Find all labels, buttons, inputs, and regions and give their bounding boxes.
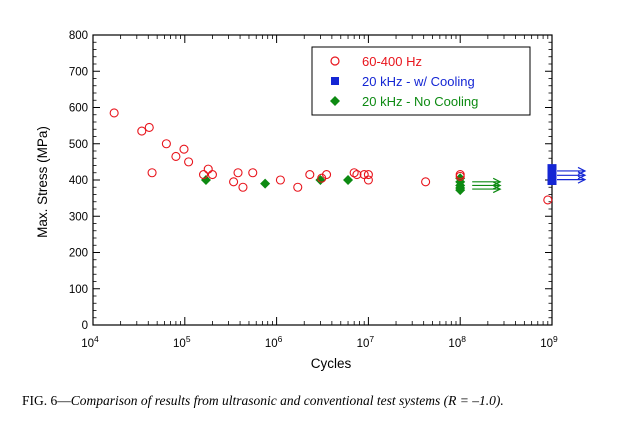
x-tick-label: 109 xyxy=(540,334,558,350)
y-tick-label: 200 xyxy=(69,248,88,260)
x-tick-label: 107 xyxy=(357,334,375,350)
point-60-400hz xyxy=(293,182,303,192)
legend-box xyxy=(311,46,531,116)
x-tick-labels: 104 105 106 107 108 109 xyxy=(81,334,558,350)
y-tick-label: 500 xyxy=(69,139,88,151)
point-60-400hz xyxy=(179,144,189,154)
x-tick-label: 105 xyxy=(173,334,191,350)
point-60-400hz xyxy=(203,164,213,174)
point-60-400hz xyxy=(238,182,248,192)
x-tick-label: 104 xyxy=(81,334,99,350)
caption-text: Comparison of results from ultrasonic an… xyxy=(70,393,504,408)
caption-prefix: FIG. 6— xyxy=(22,393,71,408)
point-60-400hz xyxy=(198,170,209,180)
legend-marker-diamond xyxy=(330,96,340,106)
point-20khz-no-cooling xyxy=(200,175,211,185)
y-tick-label: 400 xyxy=(69,175,88,187)
point-60-400hz xyxy=(229,177,239,187)
point-20khz-no-cooling xyxy=(315,175,326,185)
point-20khz-no-cooling xyxy=(343,175,354,185)
y-tick-label: 600 xyxy=(69,103,88,115)
x-tick-label: 106 xyxy=(265,334,283,350)
point-60-400hz xyxy=(248,168,258,178)
runout-arrow-green-head xyxy=(492,177,502,186)
point-60-400hz xyxy=(305,170,315,180)
x-tick-label: 108 xyxy=(448,334,466,350)
point-60-400hz xyxy=(184,157,194,167)
point-20khz-no-cooling xyxy=(455,185,466,196)
y-tick-label: 0 xyxy=(82,320,88,332)
legend-label-20khz-no-cooling: 20 kHz - No Cooling xyxy=(362,94,478,109)
legend-marker-circle xyxy=(330,56,340,66)
point-60-400hz xyxy=(363,175,373,185)
point-60-400hz xyxy=(144,122,154,132)
runout-arrow-green-head xyxy=(492,181,502,190)
point-20khz-no-cooling xyxy=(260,178,271,189)
point-60-400hz xyxy=(233,168,243,178)
point-60-400hz xyxy=(455,171,465,181)
y-tick-label: 700 xyxy=(69,66,88,78)
legend-marker-square xyxy=(331,77,339,85)
point-60-400hz xyxy=(161,139,171,149)
y-tick-label: 800 xyxy=(69,30,88,42)
legend-label-20khz-cooling: 20 kHz - w/ Cooling xyxy=(362,74,475,89)
data-points xyxy=(109,108,557,205)
legend: 60-400 Hz 20 kHz - w/ Cooling 20 kHz - N… xyxy=(311,46,531,116)
point-60-400hz xyxy=(543,195,553,205)
point-60-400hz xyxy=(275,175,285,185)
runout-arrow-green-head xyxy=(492,185,502,194)
point-60-400hz xyxy=(109,108,119,118)
point-20khz-cooling xyxy=(547,169,557,180)
point-60-400hz xyxy=(137,126,147,136)
point-60-400hz xyxy=(352,170,362,180)
point-60-400hz xyxy=(147,168,157,178)
x-axis-label: Cycles xyxy=(311,356,352,371)
point-20khz-cooling xyxy=(547,175,557,185)
y-tick-labels: 0 100 200 300 400 500 600 700 800 xyxy=(69,30,88,332)
y-axis-label: Max. Stress (MPa) xyxy=(35,126,50,238)
point-60-400hz xyxy=(363,170,373,180)
y-tick-label: 300 xyxy=(69,211,88,223)
point-20khz-cooling xyxy=(547,164,557,175)
figure-caption: FIG. 6—Comparison of results from ultras… xyxy=(22,393,504,409)
point-60-400hz xyxy=(207,170,217,180)
runout-arrow-blue-head xyxy=(577,175,587,184)
point-60-400hz xyxy=(321,170,332,180)
point-60-400hz xyxy=(171,151,181,161)
point-60-400hz xyxy=(421,177,431,187)
legend-label-60-400hz: 60-400 Hz xyxy=(362,54,422,69)
point-60-400hz xyxy=(349,168,359,178)
minor-ticks xyxy=(92,34,553,326)
y-tick-label: 100 xyxy=(69,284,88,296)
runout-arrows xyxy=(472,166,587,194)
